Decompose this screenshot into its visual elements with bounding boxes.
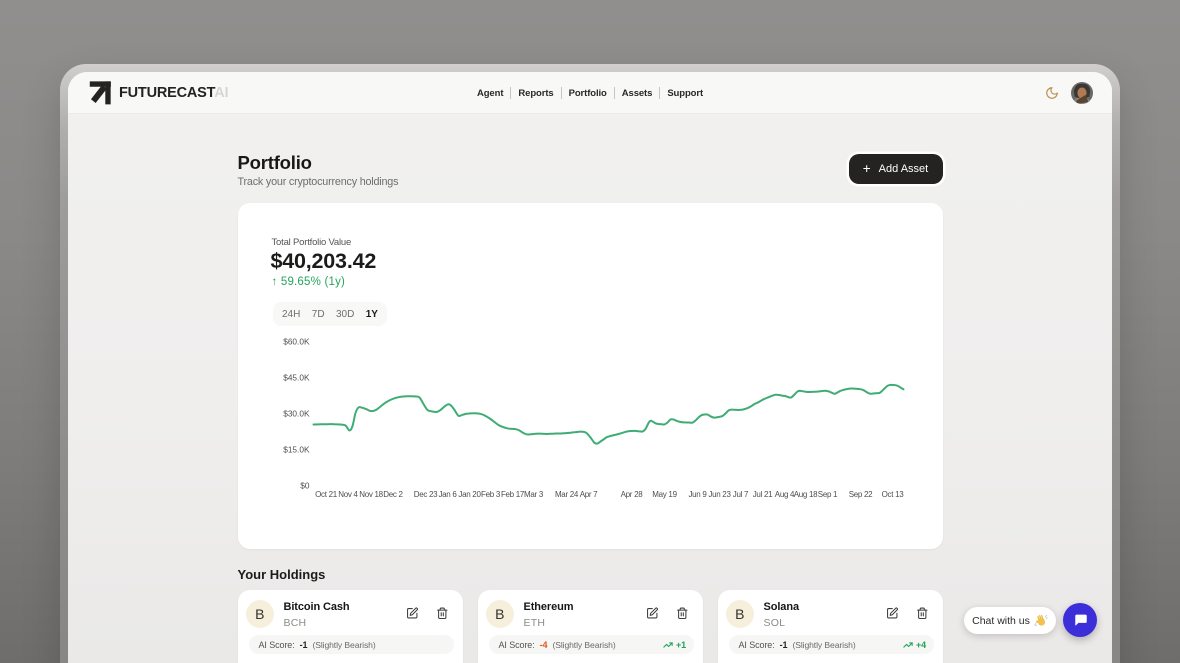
svg-text:Aug 18: Aug 18 [793, 490, 817, 499]
svg-text:$30.0K: $30.0K [283, 409, 310, 419]
svg-text:$45.0K: $45.0K [283, 373, 310, 383]
svg-text:Dec 2: Dec 2 [383, 490, 403, 499]
svg-text:$15.0K: $15.0K [283, 445, 310, 455]
svg-text:Mar 3: Mar 3 [524, 490, 544, 499]
svg-text:Jun 23: Jun 23 [708, 490, 731, 499]
svg-text:Jul 7: Jul 7 [732, 490, 748, 499]
svg-text:Dec 23: Dec 23 [413, 490, 437, 499]
svg-text:Sep 22: Sep 22 [848, 490, 872, 499]
svg-text:Jun 9: Jun 9 [688, 490, 707, 499]
svg-text:Nov 4: Nov 4 [338, 490, 358, 499]
svg-text:Aug 4: Aug 4 [774, 490, 794, 499]
svg-text:Apr 28: Apr 28 [620, 490, 643, 499]
svg-text:$60.0K: $60.0K [283, 337, 310, 347]
svg-text:Mar 24: Mar 24 [554, 490, 578, 499]
svg-text:Jan 20: Jan 20 [458, 490, 481, 499]
svg-text:Oct 13: Oct 13 [881, 490, 904, 499]
svg-text:$0: $0 [300, 481, 310, 491]
svg-text:Feb 17: Feb 17 [500, 490, 524, 499]
svg-text:Apr 7: Apr 7 [579, 490, 597, 499]
svg-text:Jan 6: Jan 6 [438, 490, 457, 499]
svg-text:Feb 3: Feb 3 [481, 490, 501, 499]
svg-text:Oct 21: Oct 21 [315, 490, 338, 499]
svg-text:May 19: May 19 [652, 490, 677, 499]
svg-text:Sep 1: Sep 1 [817, 490, 837, 499]
svg-text:Jul 21: Jul 21 [752, 490, 772, 499]
svg-text:Nov 18: Nov 18 [359, 490, 383, 499]
